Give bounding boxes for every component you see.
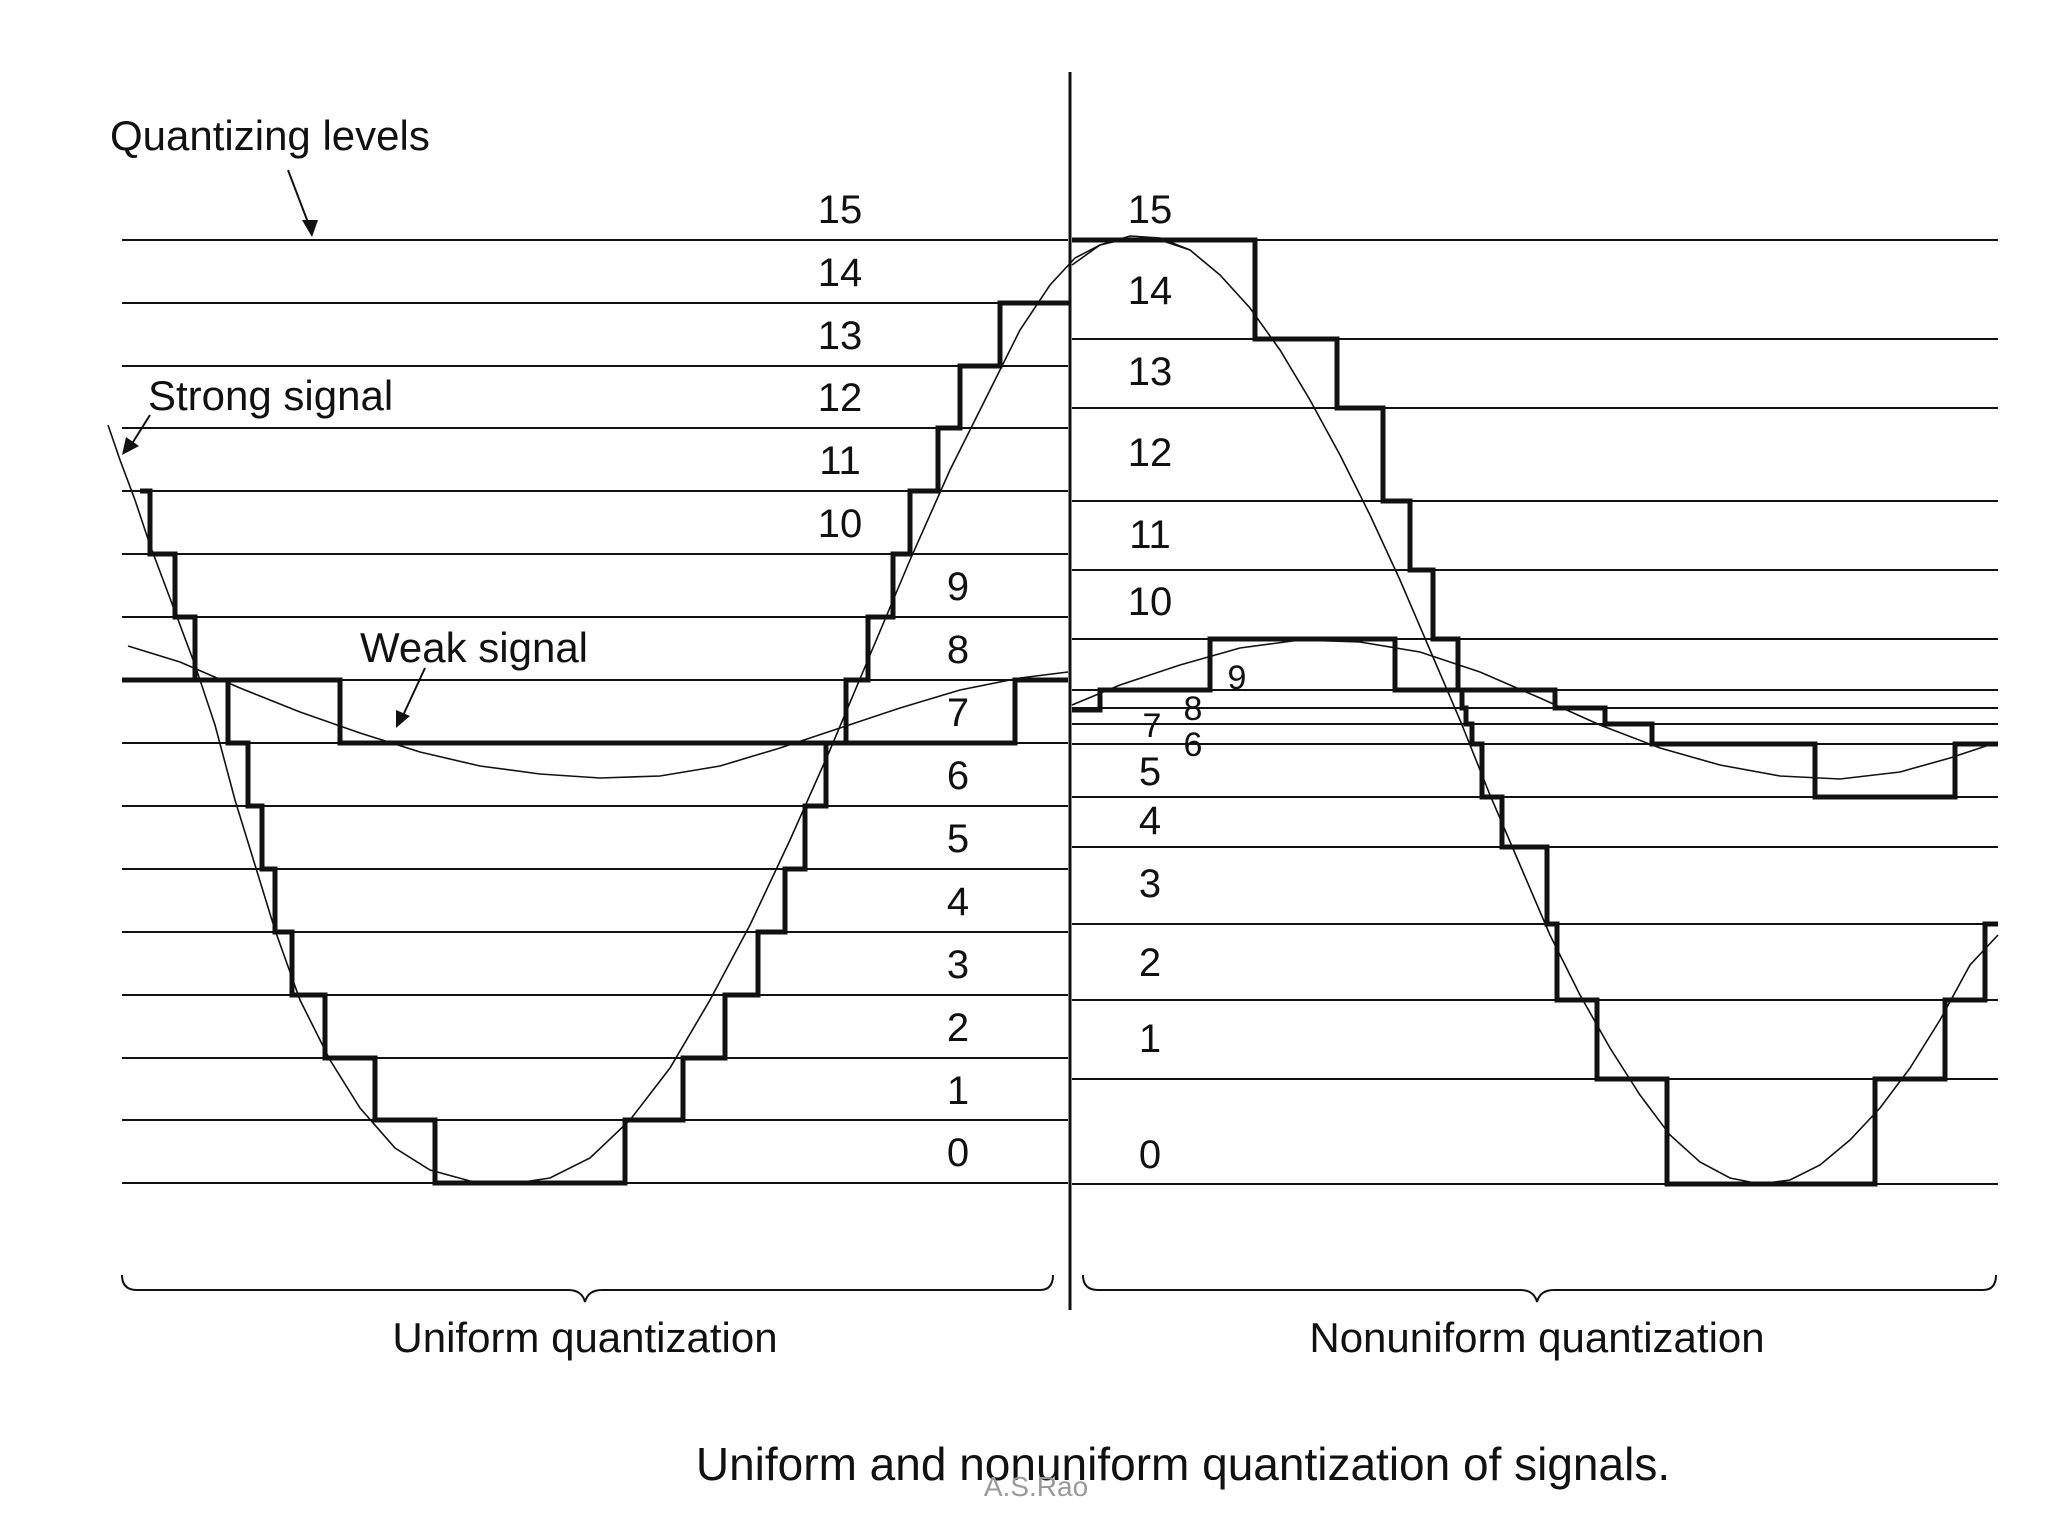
uniform-level-15: 15	[818, 188, 863, 232]
uniform-weak-signal-staircase	[122, 677, 1068, 746]
weak-signal-arrow	[399, 667, 426, 723]
uniform-quantization-label: Uniform quantization	[392, 1314, 777, 1361]
nonuniform-level-12: 12	[1128, 431, 1173, 475]
nonuniform-weak-signal-staircase	[1072, 636, 1998, 800]
nonuniform-quantization-label: Nonuniform quantization	[1309, 1314, 1764, 1361]
uniform-brace	[121, 1274, 1054, 1303]
nonuniform-level-6: 6	[1184, 726, 1203, 764]
quantizing-levels-label: Quantizing levels	[110, 112, 430, 159]
uniform-level-1: 1	[947, 1069, 969, 1113]
uniform-weak-signal-curve	[127, 645, 1069, 779]
nonuniform-level-labels: 0 1 2 3 4 5 6 7 8 9 10 11 12 13 14 15	[1128, 188, 1247, 1177]
nonuniform-strong-signal-curve	[1071, 235, 1999, 1185]
nonuniform-brace	[1082, 1274, 1997, 1303]
nonuniform-level-9: 9	[1228, 659, 1247, 697]
weak-signal-label: Weak signal	[360, 624, 588, 671]
nonuniform-level-11: 11	[1129, 513, 1171, 557]
nonuniform-level-3: 3	[1139, 862, 1161, 906]
nonuniform-strong-signal-staircase	[1072, 237, 1998, 1187]
nonuniform-weak-signal-curve	[1071, 639, 1999, 780]
uniform-level-5: 5	[947, 817, 969, 861]
strong-signal-label: Strong signal	[148, 372, 393, 419]
quantizing-levels-arrowhead	[302, 220, 318, 237]
uniform-level-0: 0	[947, 1131, 969, 1175]
uniform-level-2: 2	[947, 1006, 969, 1050]
uniform-level-labels: 0 1 2 3 4 5 6 7 8 9 10 11 12 13 14 15	[818, 188, 969, 1175]
nonuniform-level-1: 1	[1139, 1017, 1161, 1061]
uniform-level-7: 7	[947, 691, 969, 735]
uniform-level-4: 4	[947, 880, 969, 924]
nonuniform-level-14: 14	[1128, 269, 1173, 313]
nonuniform-level-13: 13	[1128, 350, 1173, 394]
uniform-strong-signal-staircase	[140, 300, 1070, 1186]
uniform-level-9: 9	[947, 565, 969, 609]
nonuniform-level-0: 0	[1139, 1133, 1161, 1177]
strong-signal-arrowhead	[122, 437, 139, 455]
uniform-level-10: 10	[818, 502, 863, 546]
uniform-level-8: 8	[947, 628, 969, 672]
uniform-level-6: 6	[947, 754, 969, 798]
uniform-level-lines	[122, 239, 1068, 1184]
nonuniform-level-lines	[1072, 239, 1998, 1185]
nonuniform-level-2: 2	[1139, 941, 1161, 985]
weak-signal-arrowhead	[396, 710, 410, 728]
nonuniform-level-8: 8	[1184, 690, 1203, 728]
nonuniform-level-7: 7	[1143, 707, 1162, 745]
nonuniform-level-10: 10	[1128, 580, 1173, 624]
figure-caption: Uniform and nonuniform quantization of s…	[696, 1438, 1670, 1490]
small-label-leaders	[1108, 689, 1222, 745]
nonuniform-level-5: 5	[1139, 750, 1161, 794]
nonuniform-level-15: 15	[1128, 188, 1173, 232]
uniform-level-14: 14	[818, 251, 863, 295]
nonuniform-level-4: 4	[1139, 799, 1161, 843]
uniform-level-13: 13	[818, 314, 863, 358]
uniform-level-11: 11	[819, 439, 861, 483]
author-credit: A.S.Rao	[984, 1471, 1088, 1502]
uniform-level-12: 12	[818, 376, 863, 420]
uniform-level-3: 3	[947, 943, 969, 987]
